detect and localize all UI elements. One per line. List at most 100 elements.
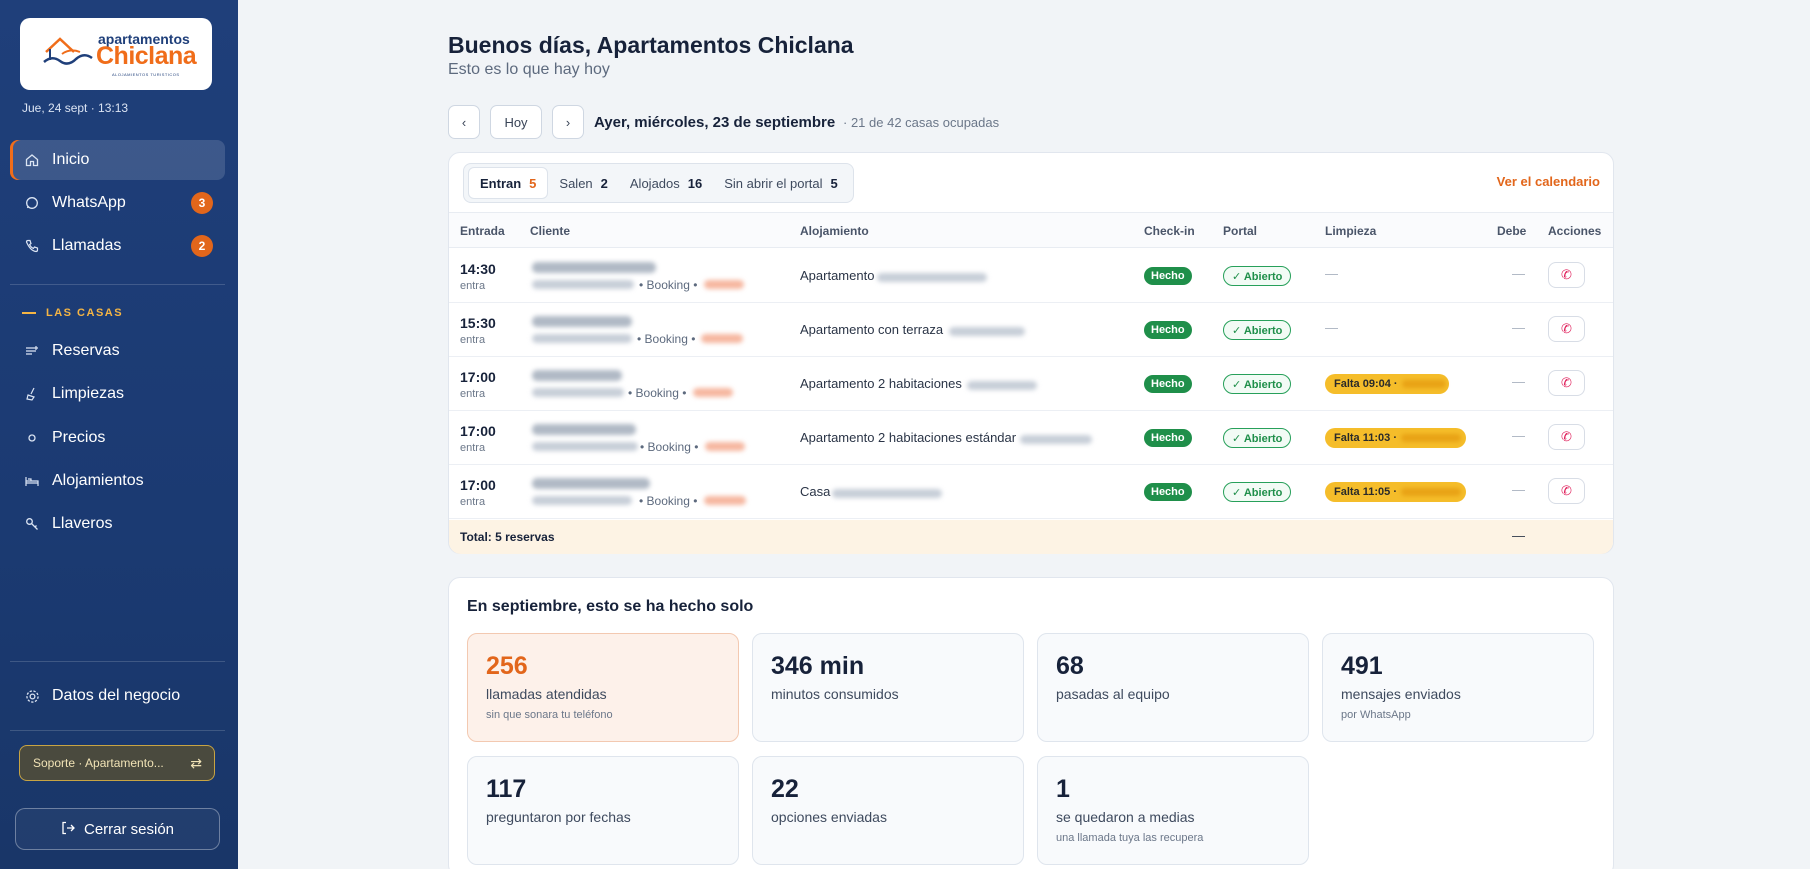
logout-label: Cerrar sesión xyxy=(83,820,175,838)
accommodation-name: Apartamento 2 habitaciones estándar xyxy=(800,430,1017,445)
tab-alojados[interactable]: Alojados 16 xyxy=(629,175,703,191)
logo-text-tagline: ALOJAMIENTOS TURISTICOS xyxy=(112,72,180,77)
sidebar-datetime: Jue, 24 sept · 13:13 xyxy=(22,101,129,115)
stat-card: 68 pasadas al equipo xyxy=(1037,633,1309,742)
sidebar-item-label: Alojamientos xyxy=(52,472,144,489)
stat-card: 346 min minutos consumidos xyxy=(752,633,1024,742)
support-label: Soporte · Apartamento... xyxy=(33,756,164,770)
total-label: Total: 5 reservas xyxy=(460,530,555,544)
client-name-redacted xyxy=(532,478,650,489)
list-icon xyxy=(24,343,40,359)
today-button[interactable]: Hoy xyxy=(490,105,542,139)
booking-source: • Booking • xyxy=(640,440,699,454)
sidebar-item-reservas[interactable]: Reservas xyxy=(10,331,225,371)
accommodation-detail-redacted xyxy=(832,489,942,498)
sidebar-item-datos-negocio[interactable]: Datos del negocio xyxy=(10,676,225,716)
sidebar-item-label: Datos del negocio xyxy=(52,687,181,704)
sidebar-item-llamadas[interactable]: Llamadas 2 xyxy=(10,226,225,266)
phone-icon: ✆ xyxy=(1561,267,1572,282)
checkin-status-badge: Hecho xyxy=(1144,267,1192,285)
sidebar-item-label: Reservas xyxy=(52,342,120,359)
stat-value: 256 xyxy=(486,652,528,680)
unread-badge: 3 xyxy=(191,192,213,214)
monthly-stats-card: En septiembre, esto se ha hecho solo 256… xyxy=(448,577,1614,869)
booking-source: • Booking • xyxy=(639,494,698,508)
amount-due: — xyxy=(1512,482,1525,497)
column-header: Entrada xyxy=(460,224,505,238)
stat-card: 117 preguntaron por fechas xyxy=(467,756,739,865)
phone-icon: ✆ xyxy=(1561,483,1572,498)
sidebar-item-limpiezas[interactable]: Limpiezas xyxy=(10,374,225,414)
checkin-status-badge: Hecho xyxy=(1144,429,1192,447)
amount-redacted xyxy=(701,334,743,343)
sidebar-item-alojamientos[interactable]: Alojamientos xyxy=(10,461,225,501)
entry-time: 17:00 xyxy=(460,369,496,385)
logo-text-main: Chiclana xyxy=(96,42,197,70)
phone-icon: ✆ xyxy=(1561,321,1572,336)
logout-button[interactable]: Cerrar sesión xyxy=(15,808,220,850)
occupancy-text: · 21 de 42 casas ocupadas xyxy=(843,115,1000,130)
page-subtitle: Esto es lo que hay hoy xyxy=(448,61,610,78)
accommodation-name: Apartamento xyxy=(800,268,875,283)
call-button[interactable]: ✆ xyxy=(1548,478,1585,504)
client-name-redacted xyxy=(532,424,636,435)
sidebar-item-label: WhatsApp xyxy=(52,194,126,211)
chevron-left-icon: ‹ xyxy=(461,114,467,130)
call-button[interactable]: ✆ xyxy=(1548,370,1585,396)
table-row[interactable]: 17:00 entra • Booking • Apartamento 2 ha… xyxy=(449,411,1613,465)
client-phone-redacted xyxy=(532,496,632,505)
entry-kind: entra xyxy=(460,334,486,346)
sidebar-item-inicio[interactable]: Inicio xyxy=(10,140,225,180)
call-button[interactable]: ✆ xyxy=(1548,424,1585,450)
table-row[interactable]: 14:30 entra • Booking • Apartamento Hech… xyxy=(449,249,1613,303)
column-header: Debe xyxy=(1497,224,1527,238)
sidebar-item-whatsapp[interactable]: WhatsApp 3 xyxy=(10,183,225,223)
stat-label: se quedaron a medias xyxy=(1056,809,1195,825)
logo[interactable]: apartamentos Chiclana ALOJAMIENTOS TURIS… xyxy=(20,18,212,90)
total-due: — xyxy=(1512,528,1525,543)
stat-sublabel: una llamada tuya las recupera xyxy=(1056,832,1204,844)
stat-label: opciones enviadas xyxy=(771,809,887,825)
cleaning-status: — xyxy=(1325,266,1338,281)
table-header: Entrada Cliente Alojamiento Check-in Por… xyxy=(449,212,1613,248)
gear-icon xyxy=(24,688,40,704)
amount-due: — xyxy=(1512,428,1525,443)
cleaning-pending-badge: Falta 11:05 · xyxy=(1325,482,1466,502)
stat-value: 346 min xyxy=(771,652,865,680)
sidebar-item-precios[interactable]: Precios xyxy=(10,418,225,458)
column-header: Portal xyxy=(1223,224,1258,238)
tab-entran[interactable]: Entran 5 xyxy=(468,167,549,199)
view-calendar-link[interactable]: Ver el calendario xyxy=(1496,174,1600,189)
stat-value: 68 xyxy=(1056,652,1084,680)
table-row[interactable]: 17:00 entra • Booking • Apartamento 2 ha… xyxy=(449,357,1613,411)
accommodation-detail-redacted xyxy=(877,273,987,282)
next-day-button[interactable]: › xyxy=(552,105,584,139)
stat-label: preguntaron por fechas xyxy=(486,809,631,825)
stat-value: 22 xyxy=(771,775,799,803)
support-account-switcher[interactable]: Soporte · Apartamento... ⇄ xyxy=(19,745,215,781)
client-name-redacted xyxy=(532,262,656,273)
table-row[interactable]: 15:30 entra • Booking • Apartamento con … xyxy=(449,303,1613,357)
call-button[interactable]: ✆ xyxy=(1548,262,1585,288)
phone-icon xyxy=(24,238,40,254)
sidebar-item-llaveros[interactable]: Llaveros xyxy=(10,504,225,544)
accommodation-name: Casa xyxy=(800,484,831,499)
accommodation-detail-redacted xyxy=(967,381,1037,390)
table-row[interactable]: 17:00 entra • Booking • Casa Hecho ✓ Abi… xyxy=(449,465,1613,519)
entry-time: 14:30 xyxy=(460,261,496,277)
prev-day-button[interactable]: ‹ xyxy=(448,105,480,139)
stat-card: 22 opciones enviadas xyxy=(752,756,1024,865)
amount-due: — xyxy=(1512,320,1525,335)
portal-status-badge: ✓ Abierto xyxy=(1223,266,1292,286)
phone-icon: ✆ xyxy=(1561,429,1572,444)
portal-status-badge: ✓ Abierto xyxy=(1223,374,1292,394)
sidebar-item-label: Llaveros xyxy=(52,515,113,532)
sidebar: apartamentos Chiclana ALOJAMIENTOS TURIS… xyxy=(0,0,238,869)
amount-due: — xyxy=(1512,374,1525,389)
sidebar-divider xyxy=(10,730,225,731)
client-phone-redacted xyxy=(532,280,634,289)
call-button[interactable]: ✆ xyxy=(1548,316,1585,342)
tab-sin-abrir-portal[interactable]: Sin abrir el portal 5 xyxy=(724,175,838,191)
cleaning-pending-badge: Falta 11:03 · xyxy=(1325,428,1466,448)
tab-salen[interactable]: Salen 2 xyxy=(559,175,608,191)
